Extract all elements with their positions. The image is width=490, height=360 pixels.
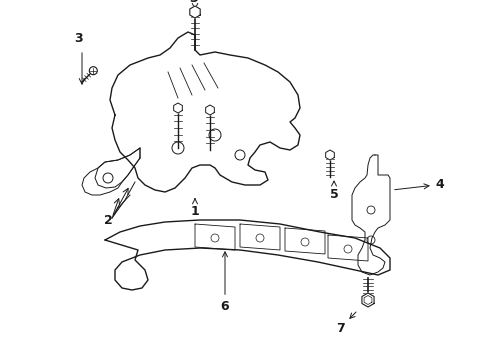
Text: 4: 4 [395, 178, 444, 191]
Polygon shape [173, 103, 182, 113]
Text: 1: 1 [191, 199, 199, 218]
Polygon shape [190, 6, 200, 18]
Text: 2: 2 [103, 214, 112, 227]
Polygon shape [362, 293, 374, 307]
Text: 3: 3 [189, 0, 197, 5]
Polygon shape [326, 150, 334, 160]
Text: 6: 6 [220, 252, 229, 313]
Text: 7: 7 [336, 312, 356, 335]
Circle shape [89, 67, 98, 75]
Text: 5: 5 [330, 181, 339, 201]
Text: 3: 3 [74, 32, 82, 45]
Polygon shape [206, 105, 214, 115]
